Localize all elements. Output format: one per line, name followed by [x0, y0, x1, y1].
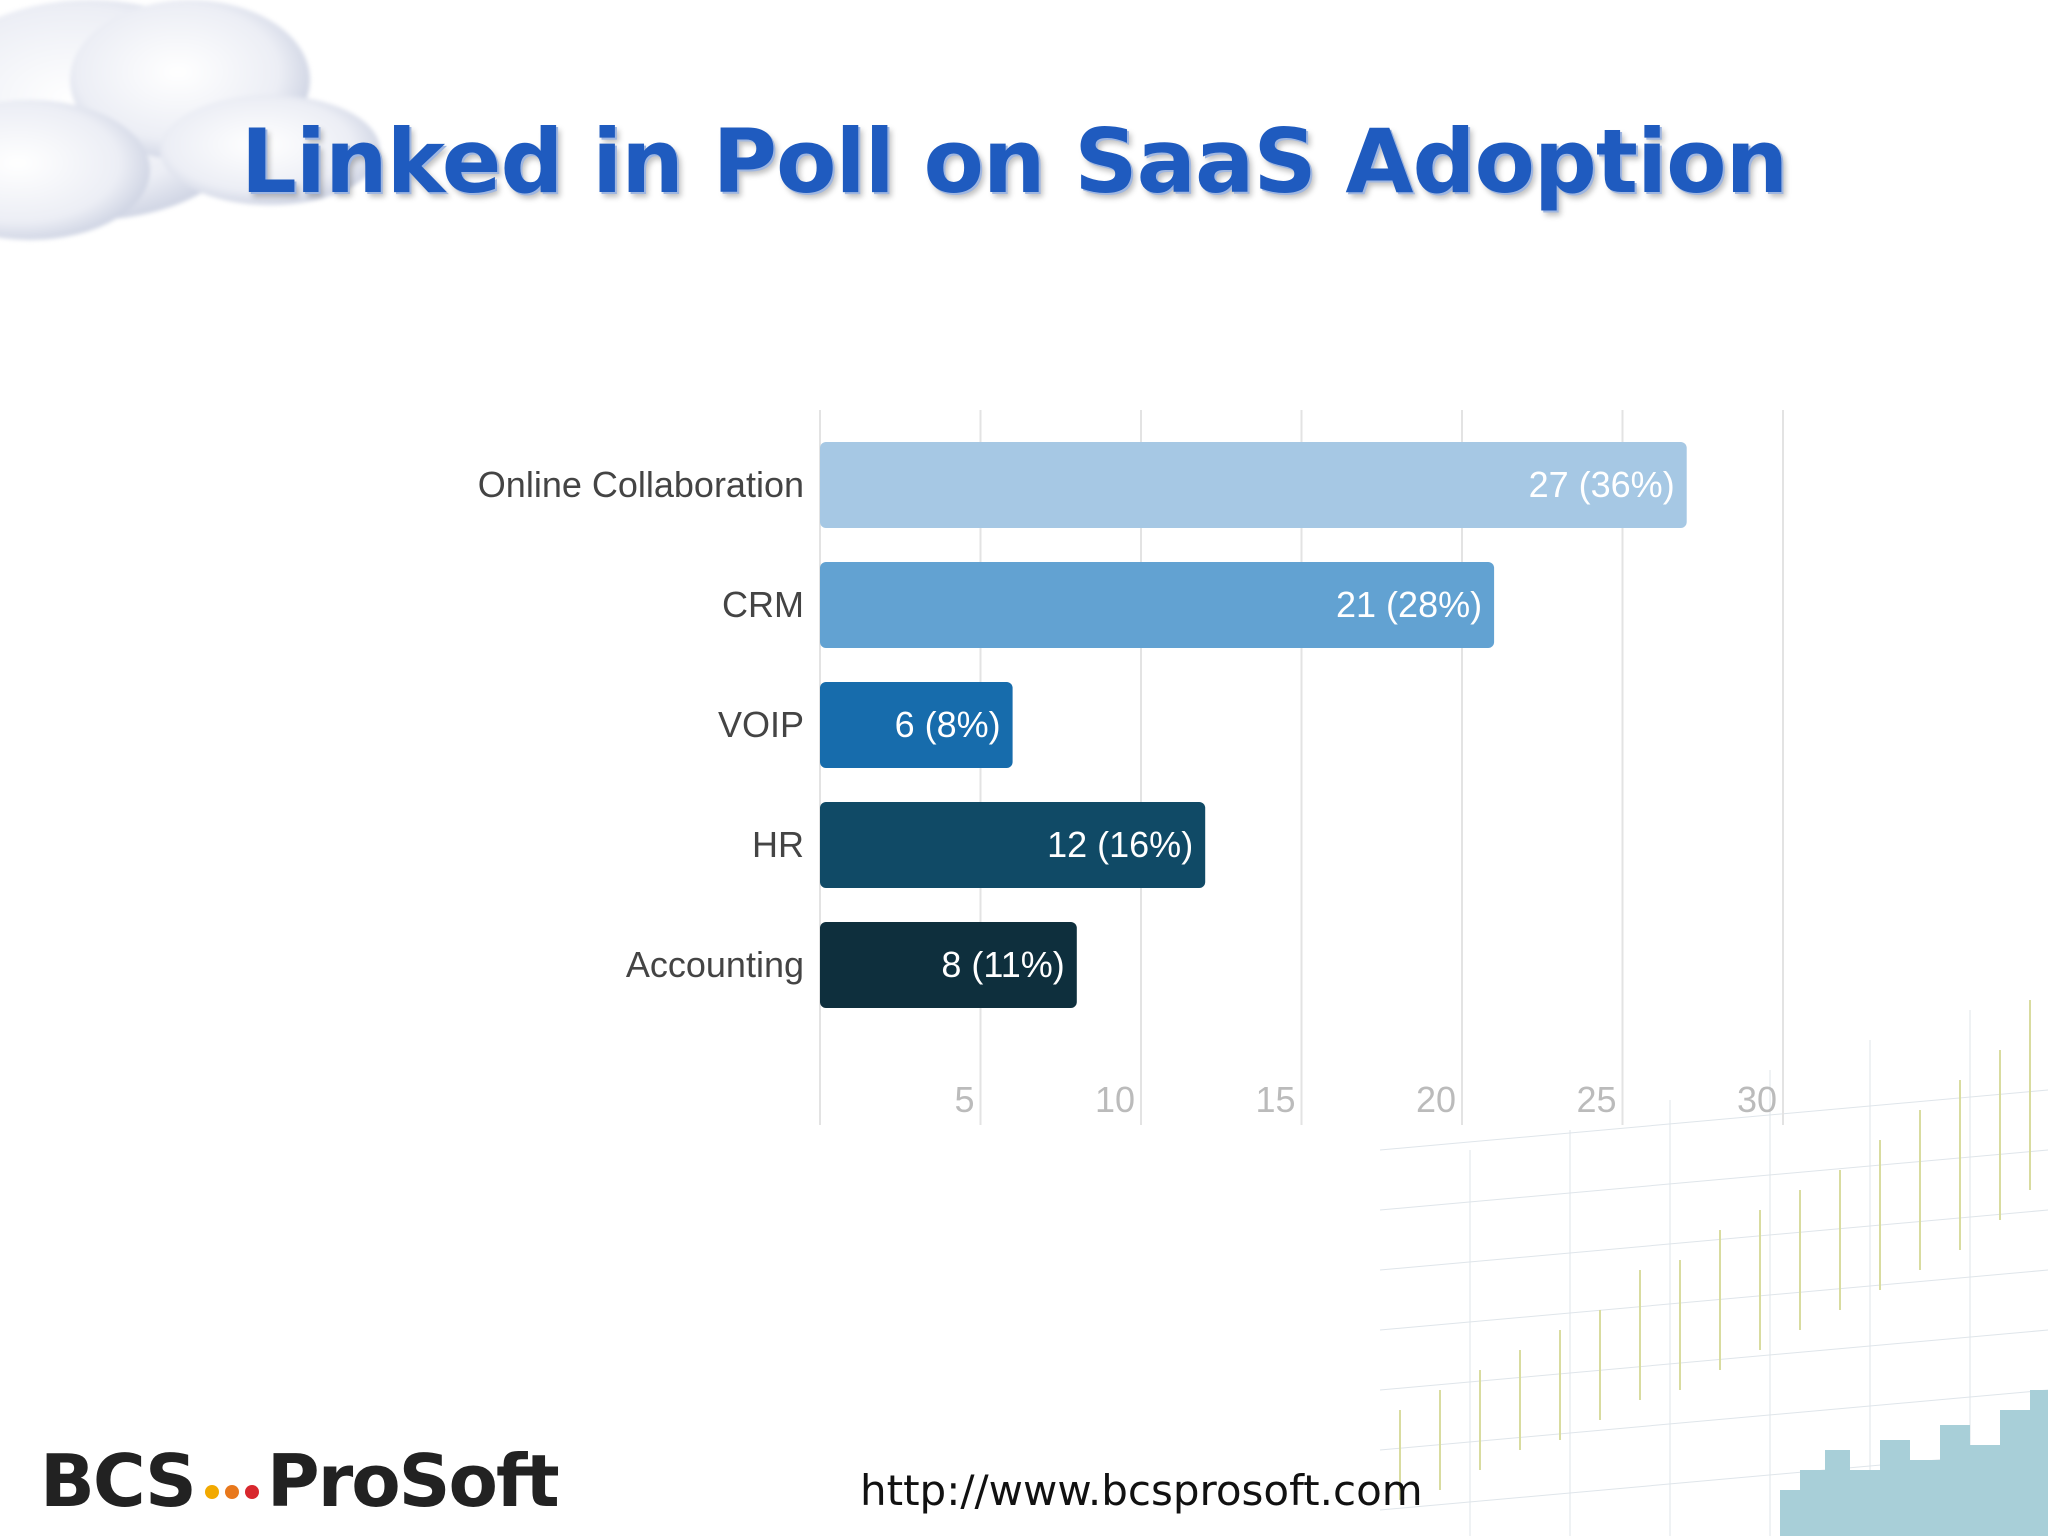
bar [820, 562, 1495, 648]
cloud-decoration [0, 0, 380, 240]
data-label: 12 (16%) [1047, 824, 1193, 865]
category-label: VOIP [718, 704, 804, 745]
x-tick-label: 25 [1576, 1079, 1616, 1120]
data-label: 27 (36%) [1529, 464, 1675, 505]
data-label: 8 (11%) [941, 944, 1064, 985]
bar [820, 802, 1206, 888]
slide-title: Linked in Poll on SaaS Adoption [240, 110, 1789, 213]
bars [820, 442, 1687, 1008]
category-labels: Online Collaboration CRM VOIP HR Accounting [478, 464, 804, 985]
data-label: 6 (8%) [895, 704, 1001, 745]
category-label: CRM [722, 584, 804, 625]
x-tick-label: 20 [1416, 1079, 1456, 1120]
stock-chart-decoration [1380, 1000, 2048, 1536]
x-tick-label: 30 [1737, 1079, 1777, 1120]
bar [820, 682, 1013, 768]
bar [820, 922, 1077, 1008]
x-tick-label: 5 [954, 1079, 974, 1120]
logo-dot [224, 1485, 239, 1499]
logo-dots [204, 1485, 259, 1499]
company-logo: BCS ProSoft [40, 1436, 560, 1526]
x-tick-label: 15 [1255, 1079, 1295, 1120]
axis-ticks: 5 10 15 20 25 30 [954, 1079, 1777, 1120]
logo-dot [204, 1485, 219, 1499]
logo-dot [244, 1485, 259, 1499]
logo-text-right: ProSoft [266, 1439, 560, 1523]
bar [820, 442, 1687, 528]
x-tick-label: 10 [1095, 1079, 1135, 1120]
data-label: 21 (28%) [1336, 584, 1482, 625]
value-labels: 27 (36%) 21 (28%) 6 (8%) 12 (16%) 8 (11%) [895, 464, 1675, 985]
grid-lines [819, 410, 1784, 1125]
website-link[interactable]: http://www.bcsprosoft.com [860, 1466, 1423, 1515]
category-label: Online Collaboration [478, 464, 804, 505]
category-label: Accounting [626, 944, 804, 985]
logo-text-left: BCS [40, 1439, 197, 1523]
category-label: HR [752, 824, 804, 865]
